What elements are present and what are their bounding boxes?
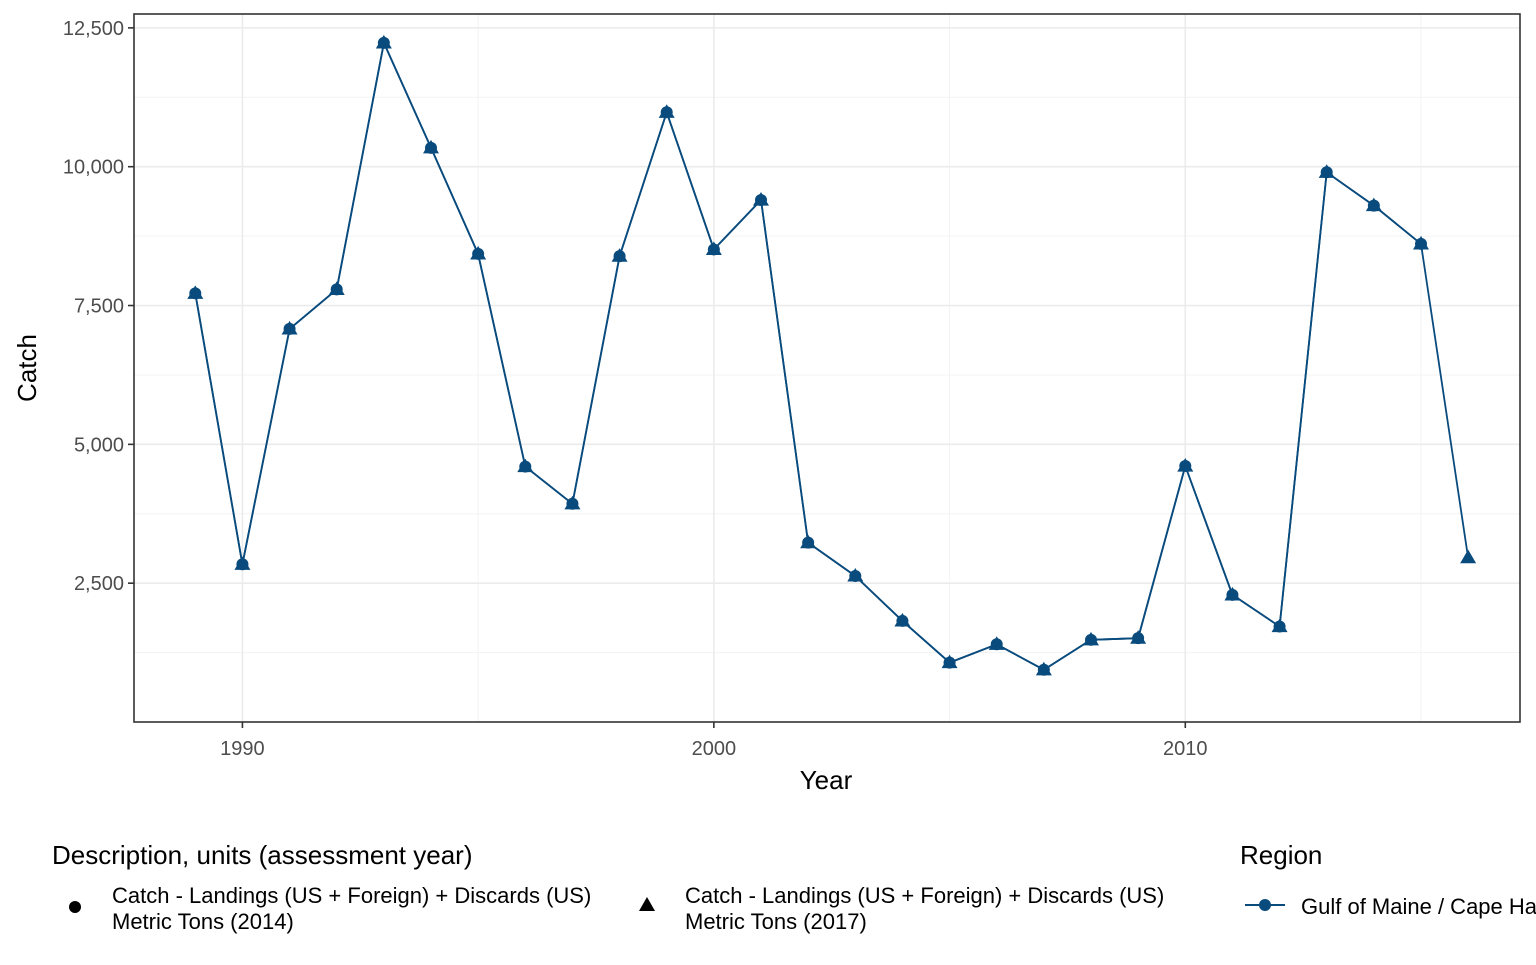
- legend-region-label: Gulf of Maine / Cape Hatteras: [1301, 894, 1536, 919]
- data-point-triangle: [847, 567, 864, 582]
- panel-border: [133, 13, 1521, 723]
- y-tick-label: 2,500: [74, 573, 124, 595]
- data-point-triangle: [988, 636, 1005, 650]
- legend-triangle-icon: [639, 897, 655, 911]
- plot-background: [134, 14, 1520, 722]
- data-point-triangle: [1271, 618, 1288, 633]
- data-point-triangle: [375, 34, 392, 49]
- data-point-triangle: [1083, 631, 1099, 646]
- data-point-triangle: [1224, 586, 1241, 601]
- y-tick-label: 5,000: [74, 434, 124, 456]
- x-tick-label: 2000: [692, 738, 737, 760]
- y-axis-title: Catch: [12, 334, 42, 402]
- data-point-triangle: [611, 248, 628, 262]
- data-point-triangle: [1130, 630, 1147, 644]
- legend-item-2-line-1: Catch - Landings (US + Foreign) + Discar…: [685, 883, 1164, 908]
- data-point-triangle: [1318, 164, 1335, 178]
- data-point-triangle: [800, 534, 817, 549]
- x-tick-label: 2010: [1163, 738, 1208, 760]
- grid-lines: [134, 14, 1520, 722]
- data-point-triangle: [753, 192, 769, 206]
- data-point-triangle: [894, 612, 911, 627]
- legend-item-1-line-1: Catch - Landings (US + Foreign) + Discar…: [112, 883, 591, 908]
- x-axis-title: Year: [800, 765, 853, 795]
- y-tick-label: 10,000: [63, 157, 124, 179]
- data-point-triangle: [1035, 661, 1052, 676]
- data-point-triangle: [564, 495, 581, 510]
- data-point-triangle: [328, 281, 345, 296]
- y-axis-ticks: 2,500 5,000 7,500 10,000 12,500: [63, 18, 134, 595]
- data-point-triangle: [234, 556, 251, 570]
- legend-item-1-line-2: Metric Tons (2014): [112, 909, 294, 934]
- data-point-triangle: [423, 139, 439, 154]
- data-point-triangle: [1177, 458, 1194, 472]
- x-tick-label: 1990: [220, 738, 265, 760]
- data-point-triangle: [941, 654, 958, 669]
- legend-item-2-line-2: Metric Tons (2017): [685, 909, 867, 934]
- data-point-triangle: [281, 320, 298, 335]
- y-tick-label: 12,500: [63, 18, 124, 40]
- x-axis-ticks: 1990 2000 2010: [220, 722, 1208, 760]
- data-point-triangle: [187, 285, 204, 299]
- data-point-triangle: [517, 458, 534, 473]
- legend-circle-icon: [69, 901, 81, 913]
- data-point-triangle: [1365, 197, 1382, 212]
- legend-description: Description, units (assessment year) Cat…: [52, 840, 1164, 934]
- series-layer: [187, 34, 1477, 676]
- y-tick-label: 7,500: [74, 296, 124, 318]
- legend-description-title: Description, units (assessment year): [52, 840, 472, 870]
- data-point-triangle: [1460, 549, 1477, 564]
- series-line-2: [194, 42, 1469, 671]
- legend-region: Region Gulf of Maine / Cape Hatteras: [1240, 840, 1536, 919]
- legend-region-marker-icon: [1259, 899, 1271, 911]
- plot-panel: [134, 14, 1520, 722]
- data-point-triangle: [705, 241, 722, 256]
- data-point-triangle: [470, 245, 487, 260]
- data-point-triangle: [658, 104, 675, 118]
- data-point-triangle: [1413, 235, 1429, 250]
- legend-region-title: Region: [1240, 840, 1322, 870]
